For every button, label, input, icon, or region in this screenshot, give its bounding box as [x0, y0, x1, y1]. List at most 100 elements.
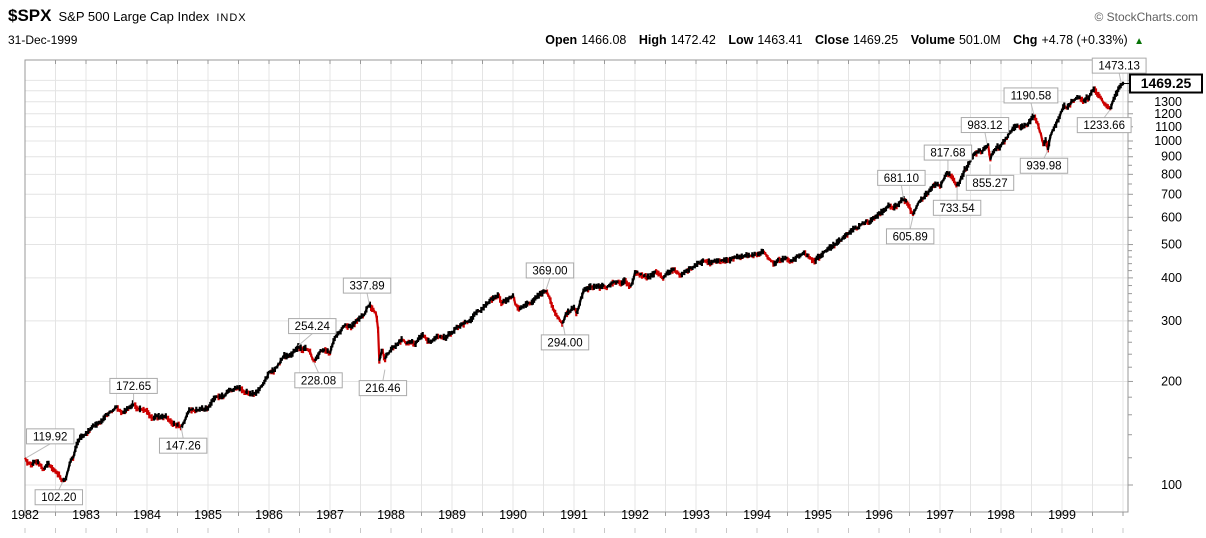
- last-price-label: 1469.25: [1141, 75, 1192, 91]
- title-row: $SPX S&P 500 Large Cap Index INDX © Stoc…: [8, 6, 1198, 26]
- callout-119.92: 119.92: [25, 428, 75, 459]
- callout-label: 733.54: [939, 203, 975, 215]
- callout-label: 102.20: [41, 492, 76, 504]
- svg-text:1985: 1985: [194, 508, 222, 522]
- callout-228.08: 228.08: [294, 361, 343, 389]
- callout-pointer: [382, 369, 386, 381]
- callout-box: [109, 377, 158, 394]
- callout-box: [358, 380, 408, 397]
- price-line-up-weeks: [31, 81, 1125, 483]
- svg-text:1990: 1990: [499, 508, 527, 522]
- callout-box: [932, 199, 982, 216]
- callout-box: [877, 169, 926, 186]
- callout-label: 1473.13: [1098, 61, 1140, 73]
- symbol: $SPX: [8, 6, 52, 25]
- quote-value-low: 1463.41: [757, 33, 803, 47]
- callout-pointer: [545, 277, 551, 291]
- callout-label: 1233.66: [1083, 120, 1125, 132]
- callout-pointer: [984, 132, 988, 144]
- svg-text:1000: 1000: [1154, 134, 1182, 148]
- svg-text:1991: 1991: [560, 508, 588, 522]
- callout-box: [288, 318, 337, 335]
- callout-254.24: 254.24: [288, 318, 337, 346]
- y-ticks: [1128, 79, 1133, 486]
- callout-label: 983.12: [967, 120, 1002, 132]
- callout-983.12: 983.12: [960, 117, 1010, 144]
- quote-label-chg: Chg: [1013, 33, 1038, 47]
- callout-label: 939.98: [1026, 161, 1061, 173]
- callout-681.10: 681.10: [877, 169, 926, 199]
- svg-text:1300: 1300: [1154, 95, 1182, 109]
- callout-box: [540, 334, 590, 351]
- callout-216.46: 216.46: [358, 369, 408, 397]
- callout-box: [158, 437, 208, 454]
- svg-text:300: 300: [1161, 314, 1182, 328]
- svg-text:1994: 1994: [743, 508, 771, 522]
- callout-label: 147.26: [166, 441, 201, 453]
- callout-label: 254.24: [295, 321, 331, 333]
- svg-text:1982: 1982: [11, 508, 39, 522]
- svg-text:100: 100: [1161, 478, 1182, 492]
- callout-102.20: 102.20: [34, 481, 84, 506]
- callout-label: 855.27: [972, 178, 1007, 190]
- svg-text:1992: 1992: [621, 508, 649, 522]
- quote-date: 31-Dec-1999: [8, 33, 78, 47]
- svg-text:600: 600: [1161, 210, 1182, 224]
- callout-855.27: 855.27: [965, 164, 1015, 191]
- callout-label: 337.89: [349, 281, 384, 293]
- svg-text:1987: 1987: [316, 508, 344, 522]
- quote-label-high: High: [638, 33, 667, 47]
- callout-box: [342, 277, 392, 294]
- svg-text:900: 900: [1161, 150, 1182, 164]
- callout-box: [1091, 57, 1147, 74]
- callout-label: 294.00: [547, 337, 582, 349]
- svg-text:200: 200: [1161, 374, 1182, 388]
- callout-pointer: [313, 361, 319, 374]
- callout-pointer: [1030, 102, 1035, 116]
- svg-text:1993: 1993: [682, 508, 710, 522]
- quote-label-open: Open: [545, 33, 578, 47]
- callout-pointer: [180, 427, 184, 439]
- svg-text:400: 400: [1161, 271, 1182, 285]
- svg-text:1984: 1984: [133, 508, 161, 522]
- exchange-tag: INDX: [216, 12, 247, 24]
- callout-box: [885, 228, 935, 245]
- quote-label-close: Close: [814, 33, 850, 47]
- svg-text:1998: 1998: [987, 508, 1015, 522]
- callout-pointer: [900, 185, 904, 199]
- y-axis-labels: 100 200 300 400 500 600 700 800 900 1000110012001…: [1154, 95, 1182, 492]
- callout-pointer: [909, 215, 914, 229]
- callout-box: [965, 174, 1015, 191]
- quote-value-open: 1466.08: [581, 33, 627, 47]
- callout-817.68: 817.68: [923, 144, 973, 172]
- svg-text:1989: 1989: [438, 508, 466, 522]
- x-ticks: [24, 60, 1124, 533]
- callout-369.00: 369.00: [525, 262, 575, 291]
- callout-label: 605.89: [893, 231, 928, 243]
- callout-147.26: 147.26: [158, 427, 208, 454]
- callout-pointer: [25, 443, 51, 459]
- callout-label: 216.46: [365, 383, 400, 395]
- callout-1190.58: 1190.58: [1003, 87, 1059, 116]
- callout-pointer: [1118, 73, 1122, 84]
- callout-box: [34, 489, 84, 506]
- last-price: 1469.25: [1123, 73, 1203, 94]
- annotations: 119.92 102.20 172.65 147.26 254.24 228.08 337.…: [25, 57, 1147, 506]
- x-axis-labels: 1982 1983 1984 1985 1986 1987 1988 1989 1990 1991…: [11, 508, 1076, 522]
- svg-text:1988: 1988: [377, 508, 405, 522]
- svg-text:1100: 1100: [1155, 120, 1182, 134]
- callout-label: 681.10: [884, 173, 919, 185]
- index-name: S&P 500 Large Cap Index: [58, 9, 210, 24]
- callout-pointer: [562, 323, 566, 335]
- svg-text:500: 500: [1161, 238, 1182, 252]
- callout-box: [923, 144, 973, 161]
- callout-pointer: [58, 481, 64, 490]
- svg-text:1995: 1995: [804, 508, 832, 522]
- svg-text:1983: 1983: [72, 508, 100, 522]
- callout-1473.13: 1473.13: [1091, 57, 1147, 84]
- quote-label-volume: Volume: [910, 33, 955, 47]
- quote-value-volume: 501.0M: [958, 33, 1001, 47]
- callout-label: 119.92: [33, 431, 67, 443]
